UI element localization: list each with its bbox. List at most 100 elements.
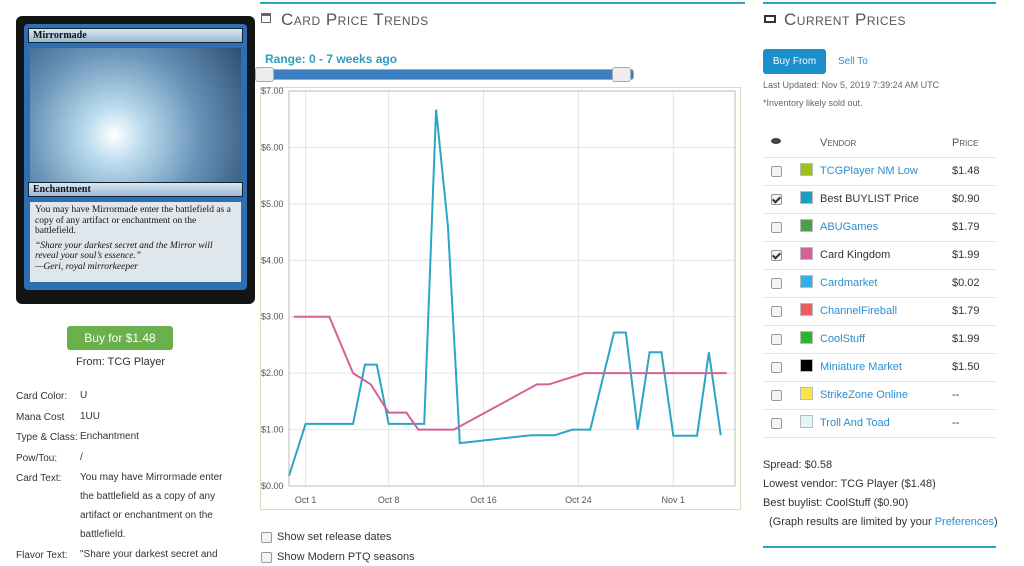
detail-value: 1UU [80, 411, 101, 422]
tab-buy[interactable]: Buy From [763, 49, 826, 74]
card-textbox: You may have Mirrormade enter the battle… [30, 202, 241, 282]
vendor-price: $1.48 [952, 165, 980, 177]
detail-label: Card Text: [16, 473, 62, 484]
y-tick-label: $2.00 [261, 368, 284, 378]
y-tick-label: $4.00 [261, 255, 284, 265]
buy-button[interactable]: Buy for $1.48 [67, 326, 173, 350]
vendor-price: $1.50 [952, 361, 980, 373]
vendor-name[interactable]: Troll And Toad [820, 417, 890, 429]
y-tick-label: $3.00 [261, 312, 284, 322]
preferences-link[interactable]: Preferences [934, 516, 994, 528]
vendor-name[interactable]: CoolStuff [820, 333, 866, 345]
vendor-row: Miniature Market $1.50 [763, 353, 996, 382]
color-swatch [800, 275, 813, 288]
best-buylist: Best buylist: CoolStuff ($0.90) [763, 497, 909, 509]
slider-handle[interactable] [612, 67, 631, 82]
vendor-price: -- [952, 417, 960, 429]
vendor-price: $1.79 [952, 305, 980, 317]
vendor-row: CoolStuff $1.99 [763, 325, 996, 354]
graph-note: (Graph results are limited by your Prefe… [763, 513, 998, 532]
color-swatch [800, 191, 813, 204]
vendor-name[interactable]: ChannelFireball [820, 305, 898, 317]
color-swatch [800, 303, 813, 316]
detail-label: Flavor Text: [16, 550, 68, 561]
checkbox[interactable] [771, 166, 782, 177]
vendor-name[interactable]: Cardmarket [820, 277, 878, 289]
graph-note-text: (Graph results are limited by your [769, 516, 932, 528]
checkbox[interactable] [771, 194, 782, 205]
checkbox[interactable] [771, 334, 782, 345]
section-rule [763, 546, 996, 548]
vendor-row: Troll And Toad -- [763, 409, 996, 438]
color-swatch [800, 219, 813, 232]
buy-from: From: TCG Player [75, 356, 166, 368]
y-tick-label: $1.00 [261, 425, 284, 435]
checkbox[interactable] [771, 306, 782, 317]
option-label: Show Modern PTQ seasons [277, 551, 415, 563]
checkbox[interactable] [771, 390, 782, 401]
table-header: Vendor Price [763, 128, 996, 158]
vendor-row: Card Kingdom $1.99 [763, 241, 996, 270]
range-label: Range: 0 - 7 weeks ago [265, 52, 398, 66]
plot-frame [288, 90, 736, 487]
checkbox[interactable] [261, 552, 272, 563]
vendor-price: $1.79 [952, 221, 980, 233]
detail-label: Pow/Tou: [16, 453, 58, 464]
col-price: Price [952, 137, 979, 149]
spread: Spread: $0.58 [763, 459, 833, 471]
y-tick-label: $5.00 [261, 199, 284, 209]
checkbox[interactable] [771, 278, 782, 289]
detail-label: Type & Class: [16, 432, 78, 443]
vendor-row: Cardmarket $0.02 [763, 269, 996, 298]
vendor-name[interactable]: StrikeZone Online [820, 389, 909, 401]
range-slider[interactable] [255, 69, 634, 80]
vendor-name[interactable]: TCGPlayer NM Low [820, 165, 918, 177]
graph-note-end: ) [994, 516, 998, 528]
detail-value: "Share your darkest secret and [80, 549, 218, 560]
color-swatch [800, 387, 813, 400]
prices-title: Current Prices [784, 10, 907, 29]
summary: Spread: $0.58 Lowest vendor: TCG Player … [763, 456, 998, 532]
vendor-name[interactable]: ABUGames [820, 221, 879, 233]
section-rule [260, 2, 745, 4]
slider-handle[interactable] [255, 67, 274, 82]
detail-value: Enchantment [80, 431, 139, 442]
tab-sell[interactable]: Sell To [838, 56, 868, 67]
card-rules: You may have Mirrormade enter the battle… [35, 205, 231, 236]
money-icon [764, 15, 776, 23]
section-rule [763, 2, 996, 4]
color-swatch [800, 247, 813, 260]
x-tick-label: Oct 16 [470, 495, 497, 505]
x-tick-label: Oct 24 [565, 495, 592, 505]
vendor-price: $0.90 [952, 193, 980, 205]
detail-label: Card Color: [16, 391, 68, 402]
vendor-row: TCGPlayer NM Low $1.48 [763, 157, 996, 186]
vendor-row: ChannelFireball $1.79 [763, 297, 996, 326]
checkbox[interactable] [261, 532, 272, 543]
calendar-icon [261, 13, 271, 23]
vendor-price: $0.02 [952, 277, 980, 289]
vendor-row: Best BUYLIST Price $0.90 [763, 185, 996, 214]
y-tick-label: $6.00 [261, 142, 284, 152]
option-label: Show set release dates [277, 531, 392, 543]
checkbox[interactable] [771, 222, 782, 233]
x-tick-label: Oct 1 [295, 495, 317, 505]
checkbox[interactable] [771, 250, 782, 261]
eye-icon [771, 138, 781, 144]
vendor-price: -- [952, 389, 960, 401]
checkbox[interactable] [771, 362, 782, 373]
col-vendor: Vendor [820, 137, 857, 149]
vendor-name[interactable]: Miniature Market [820, 361, 902, 373]
option-row: Show Modern PTQ seasons [261, 550, 561, 566]
vendor-price: $1.99 [952, 333, 980, 345]
detail-label: Mana Cost [16, 412, 65, 423]
checkbox[interactable] [771, 418, 782, 429]
card-image: Mirrormade Enchantment You may have Mirr… [16, 16, 255, 304]
price-line [288, 109, 722, 477]
stock-note: *Inventory likely sold out. [763, 98, 863, 108]
x-tick-label: Nov 1 [662, 495, 686, 505]
trends-title: Card Price Trends [281, 10, 429, 29]
price-line [293, 315, 727, 431]
option-row: Show set release dates [261, 530, 561, 546]
